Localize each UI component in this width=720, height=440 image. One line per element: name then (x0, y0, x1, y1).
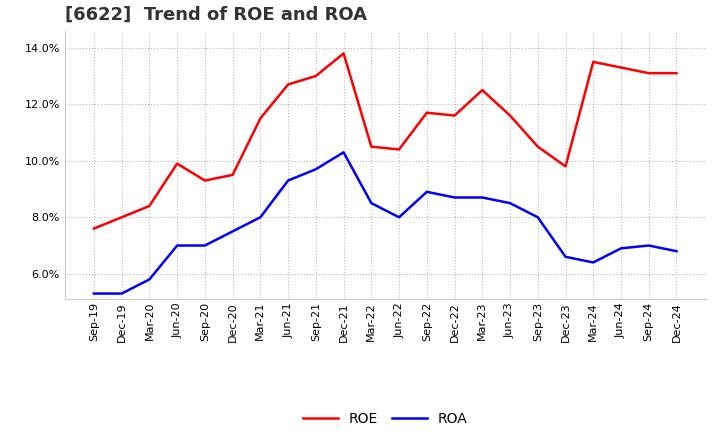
ROE (478, 88, 487, 93)
ROA (117, 291, 126, 296)
ROA (450, 195, 459, 200)
Line: ROE: ROE (94, 53, 677, 228)
ROE (284, 82, 292, 87)
ROA (534, 215, 542, 220)
ROA (505, 201, 514, 206)
ROA (228, 229, 237, 234)
ROE (256, 116, 265, 121)
ROE (423, 110, 431, 115)
ROA (145, 277, 154, 282)
ROA (89, 291, 98, 296)
ROE (201, 178, 210, 183)
ROA (367, 201, 376, 206)
ROE (450, 113, 459, 118)
ROE (89, 226, 98, 231)
Legend: ROE, ROA: ROE, ROA (297, 407, 473, 432)
ROE (117, 215, 126, 220)
ROA (616, 246, 625, 251)
ROE (644, 70, 653, 76)
ROE (534, 144, 542, 149)
ROA (589, 260, 598, 265)
ROE (228, 172, 237, 177)
ROA (644, 243, 653, 248)
ROE (561, 164, 570, 169)
ROA (478, 195, 487, 200)
ROA (672, 249, 681, 254)
ROA (423, 189, 431, 194)
ROE (505, 113, 514, 118)
ROA (561, 254, 570, 260)
Line: ROA: ROA (94, 152, 677, 293)
ROA (201, 243, 210, 248)
ROA (284, 178, 292, 183)
ROE (173, 161, 181, 166)
ROE (145, 203, 154, 209)
ROE (339, 51, 348, 56)
ROE (367, 144, 376, 149)
ROE (616, 65, 625, 70)
ROE (589, 59, 598, 65)
ROA (312, 167, 320, 172)
ROA (256, 215, 265, 220)
ROA (173, 243, 181, 248)
ROE (312, 73, 320, 79)
ROE (395, 147, 403, 152)
ROE (672, 70, 681, 76)
ROA (395, 215, 403, 220)
Text: [6622]  Trend of ROE and ROA: [6622] Trend of ROE and ROA (65, 6, 366, 24)
ROA (339, 150, 348, 155)
